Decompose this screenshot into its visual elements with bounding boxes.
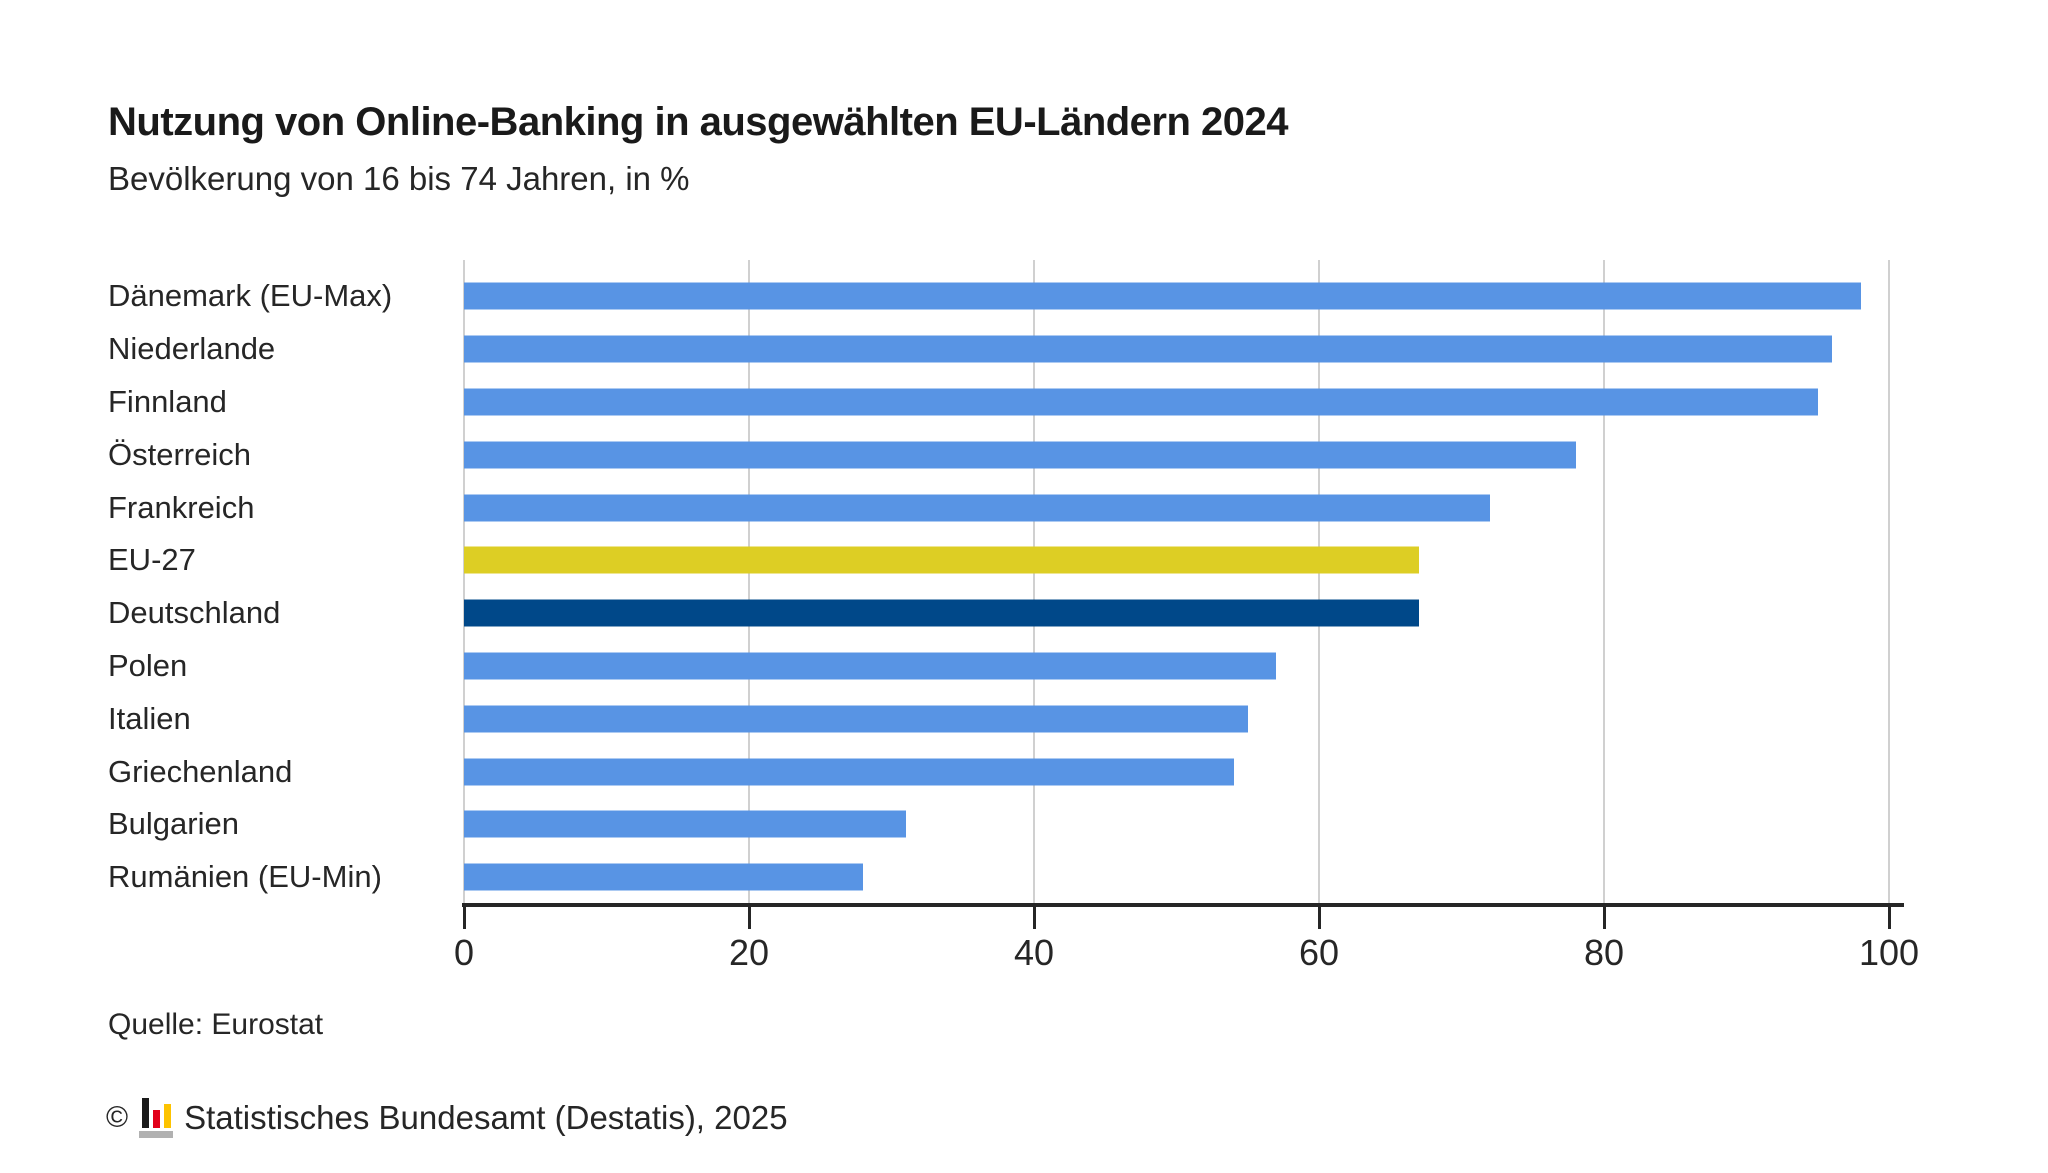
x-axis-tick-40 — [1033, 907, 1036, 929]
copyright-text: Statistisches Bundesamt (Destatis), 2025 — [184, 1099, 788, 1136]
category-label: Deutschland — [108, 595, 281, 631]
gridline-layer — [463, 260, 1890, 905]
bar-track — [464, 640, 1889, 693]
category-label: Italien — [108, 700, 191, 736]
x-axis-line — [462, 903, 1904, 907]
chart-row: Polen — [108, 640, 1889, 693]
bar-Rumänien (EU-Min) — [464, 863, 863, 891]
chart-row: Österreich — [108, 428, 1889, 481]
logo-base-bar — [139, 1131, 174, 1138]
category-label: Frankreich — [108, 489, 255, 525]
bar-Polen — [464, 652, 1277, 680]
bar-track — [464, 798, 1889, 851]
category-label: Finnland — [108, 383, 227, 419]
chart-row: Deutschland — [108, 587, 1889, 640]
category-label: Österreich — [108, 436, 251, 472]
bar-Bulgarien — [464, 810, 906, 838]
chart-title: Nutzung von Online-Banking in ausgewählt… — [108, 100, 1289, 144]
chart-row: Griechenland — [108, 745, 1889, 798]
gridline-100 — [1888, 260, 1890, 905]
bar-track — [464, 745, 1889, 798]
category-label: Griechenland — [108, 753, 293, 789]
x-axis-tick-60 — [1318, 907, 1321, 929]
chart-row: Frankreich — [108, 481, 1889, 534]
x-axis-tick-layer — [463, 907, 1891, 929]
chart-row: Italien — [108, 692, 1889, 745]
bar-track — [464, 428, 1889, 481]
x-axis-tick-label-80: 80 — [1583, 932, 1625, 973]
copyright-line: © Statistisches Bundesamt (Destatis), 20… — [106, 1098, 788, 1138]
chart-row: Rumänien (EU-Min) — [108, 851, 1889, 904]
bar-track — [464, 270, 1889, 323]
x-axis-tick-20 — [748, 907, 751, 929]
x-axis-tick-100 — [1888, 907, 1891, 929]
logo-bar-red — [152, 1110, 160, 1128]
destatis-logo-bars — [141, 1098, 171, 1128]
chart-row: Bulgarien — [108, 798, 1889, 851]
x-axis-tick-label-100: 100 — [1858, 932, 1920, 973]
gridline-40 — [1033, 260, 1035, 905]
chart-row: Finnland — [108, 376, 1889, 429]
gridline-20 — [748, 260, 750, 905]
category-label: Dänemark (EU-Max) — [108, 278, 393, 314]
x-axis-tick-0 — [463, 907, 466, 929]
bar-EU-27 — [464, 546, 1419, 574]
source-note: Quelle: Eurostat — [108, 1008, 324, 1041]
bar-track — [464, 851, 1889, 904]
bar-Italien — [464, 705, 1248, 733]
gridline-0 — [463, 260, 465, 905]
x-axis-tick-80 — [1603, 907, 1606, 929]
bar-track — [464, 481, 1889, 534]
bar-Frankreich — [464, 494, 1490, 522]
category-label: Rumänien (EU-Min) — [108, 859, 382, 895]
category-label: Polen — [108, 647, 188, 683]
chart-row: Niederlande — [108, 323, 1889, 376]
bar-track — [464, 376, 1889, 429]
chart-subtitle: Bevölkerung von 16 bis 74 Jahren, in % — [108, 160, 690, 197]
bar-Österreich — [464, 441, 1576, 469]
x-axis-tick-label-20: 20 — [728, 932, 770, 973]
bar-track — [464, 534, 1889, 587]
bar-chart-rows: Dänemark (EU-Max) Niederlande Finnland Öste… — [108, 270, 1889, 904]
category-label: EU-27 — [108, 542, 196, 578]
destatis-logo-icon — [139, 1098, 174, 1138]
logo-bar-gold — [163, 1104, 171, 1128]
category-label: Bulgarien — [108, 806, 239, 842]
bar-Griechenland — [464, 758, 1234, 786]
bar-track — [464, 323, 1889, 376]
copyright-symbol: © — [106, 1101, 129, 1134]
bar-track — [464, 692, 1889, 745]
chart-row: EU-27 — [108, 534, 1889, 587]
chart-row: Dänemark (EU-Max) — [108, 270, 1889, 323]
x-axis-tick-label-layer: 0 20 40 60 80 100 — [454, 932, 1919, 976]
x-axis-tick-label-60: 60 — [1298, 932, 1340, 973]
bar-Finnland — [464, 388, 1818, 416]
category-label: Niederlande — [108, 331, 276, 367]
bar-Dänemark (EU-Max) — [464, 282, 1861, 310]
bar-Niederlande — [464, 335, 1832, 363]
bar-Deutschland — [464, 599, 1419, 627]
logo-bar-black — [141, 1098, 149, 1128]
gridline-80 — [1603, 260, 1605, 905]
bar-track — [464, 587, 1889, 640]
x-axis-tick-label-0: 0 — [453, 932, 475, 973]
gridline-60 — [1318, 260, 1320, 905]
x-axis-tick-label-40: 40 — [1013, 932, 1055, 973]
